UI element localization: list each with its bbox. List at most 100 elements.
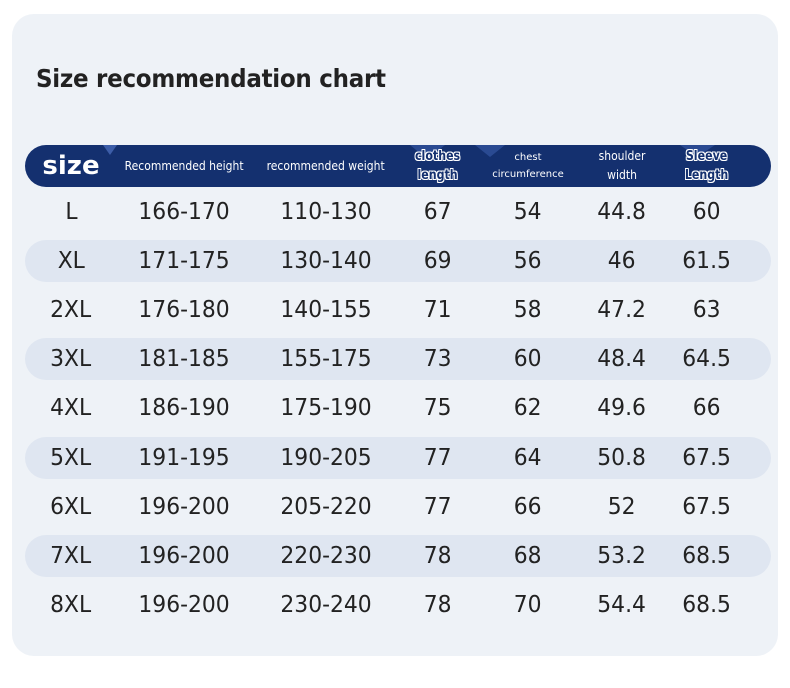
cell-value: 60 (514, 346, 542, 373)
page-title: Size recommendation chart (36, 64, 386, 93)
cell-value: 67.5 (682, 493, 732, 520)
cell-value: 54 (514, 199, 542, 225)
cell-value: 181-185 (138, 346, 230, 373)
cell-length: 69 (403, 240, 473, 282)
cell-height: 196-200 (114, 486, 254, 528)
header-label-line: clothes (415, 149, 461, 164)
cell-value: 58 (514, 297, 542, 324)
cell-size: 5XL (31, 437, 111, 479)
header-recommended-height: Recommended height (114, 145, 254, 187)
header-label-line: Sleeve (686, 149, 728, 164)
cell-value: 191-195 (138, 444, 230, 471)
cell-sleeve: 68.5 (667, 535, 747, 577)
cell-chest: 70 (478, 584, 578, 626)
cell-size: L (31, 191, 111, 233)
cell-value: 110-130 (280, 199, 372, 225)
cell-value: 48.4 (597, 346, 647, 373)
cell-size: 2XL (31, 289, 111, 331)
cell-sleeve: 67.5 (667, 486, 747, 528)
cell-sleeve: 63 (667, 289, 747, 331)
cell-chest: 64 (478, 437, 578, 479)
table-row: 8XL 196-200 230-240 78 70 54.4 68.5 (25, 584, 771, 626)
cell-value: 5XL (50, 444, 92, 471)
cell-value: 176-180 (138, 297, 230, 324)
cell-value: 60 (693, 199, 721, 225)
cell-chest: 54 (478, 191, 578, 233)
cell-shoulder: 46 (577, 240, 667, 282)
cell-weight: 190-205 (256, 437, 396, 479)
cell-length: 67 (403, 191, 473, 233)
cell-size: 7XL (31, 535, 111, 577)
header-label-line: width (607, 168, 637, 182)
header-label-line: circumference (492, 169, 564, 180)
cell-value: 140-155 (280, 297, 372, 324)
cell-value: 44.8 (597, 199, 647, 225)
cell-length: 77 (403, 486, 473, 528)
cell-height: 166-170 (114, 191, 254, 233)
cell-weight: 205-220 (256, 486, 396, 528)
cell-size: 3XL (31, 338, 111, 380)
table-row: 3XL 181-185 155-175 73 60 48.4 64.5 (25, 338, 771, 381)
cell-value: 78 (424, 591, 452, 618)
cell-height: 181-185 (114, 338, 254, 380)
cell-height: 196-200 (114, 535, 254, 577)
header-label-line: recommended weight (266, 158, 386, 173)
cell-value: 196-200 (138, 591, 230, 618)
cell-value: 66 (693, 395, 721, 422)
cell-value: 75 (424, 395, 452, 422)
cell-value: 77 (424, 444, 452, 471)
cell-shoulder: 54.4 (577, 584, 667, 626)
cell-weight: 175-190 (256, 387, 396, 429)
cell-value: 63 (693, 297, 721, 324)
cell-value: 68.5 (682, 591, 732, 618)
cell-size: 8XL (31, 584, 111, 626)
cell-shoulder: 44.8 (577, 191, 667, 233)
cell-height: 191-195 (114, 437, 254, 479)
cell-value: 166-170 (138, 199, 230, 225)
table-row: 7XL 196-200 220-230 78 68 53.2 68.5 (25, 534, 771, 577)
cell-value: 56 (514, 248, 542, 275)
table-header: size Recommended height recommended weight… (25, 145, 771, 187)
cell-value: 73 (424, 346, 452, 373)
cell-value: 77 (424, 493, 452, 520)
cell-height: 171-175 (114, 240, 254, 282)
cell-sleeve: 64.5 (667, 338, 747, 380)
cell-value: 2XL (50, 297, 92, 324)
cell-length: 75 (403, 387, 473, 429)
cell-value: 196-200 (138, 493, 230, 520)
cell-value: 64 (514, 444, 542, 471)
cell-value: 6XL (50, 493, 92, 520)
cell-weight: 110-130 (256, 191, 396, 233)
cell-weight: 140-155 (256, 289, 396, 331)
header-clothes-length: clothes length (403, 145, 473, 187)
cell-shoulder: 52 (577, 486, 667, 528)
cell-length: 78 (403, 535, 473, 577)
cell-shoulder: 47.2 (577, 289, 667, 331)
header-recommended-weight: recommended weight (256, 145, 396, 187)
header-label-line: size (42, 151, 100, 181)
cell-chest: 68 (478, 535, 578, 577)
cell-weight: 155-175 (256, 338, 396, 380)
header-decoration (103, 145, 715, 159)
cell-value: 220-230 (280, 542, 372, 569)
cell-value: 196-200 (138, 542, 230, 569)
cell-sleeve: 61.5 (667, 240, 747, 282)
cell-chest: 58 (478, 289, 578, 331)
table-row: 4XL 186-190 175-190 75 62 49.6 66 (25, 387, 771, 429)
cell-sleeve: 66 (667, 387, 747, 429)
cell-value: 230-240 (280, 591, 372, 618)
cell-shoulder: 53.2 (577, 535, 667, 577)
cell-value: 130-140 (280, 248, 372, 275)
cell-value: 8XL (50, 591, 92, 618)
cell-length: 71 (403, 289, 473, 331)
cell-value: 62 (514, 395, 542, 422)
header-label-line: shoulder (598, 149, 646, 163)
cell-value: 68 (514, 542, 542, 569)
header-chest-circumference: chest circumference (478, 145, 578, 187)
cell-value: 7XL (50, 542, 92, 569)
cell-chest: 62 (478, 387, 578, 429)
cell-weight: 220-230 (256, 535, 396, 577)
cell-length: 77 (403, 437, 473, 479)
cell-value: 49.6 (597, 395, 647, 422)
cell-sleeve: 68.5 (667, 584, 747, 626)
